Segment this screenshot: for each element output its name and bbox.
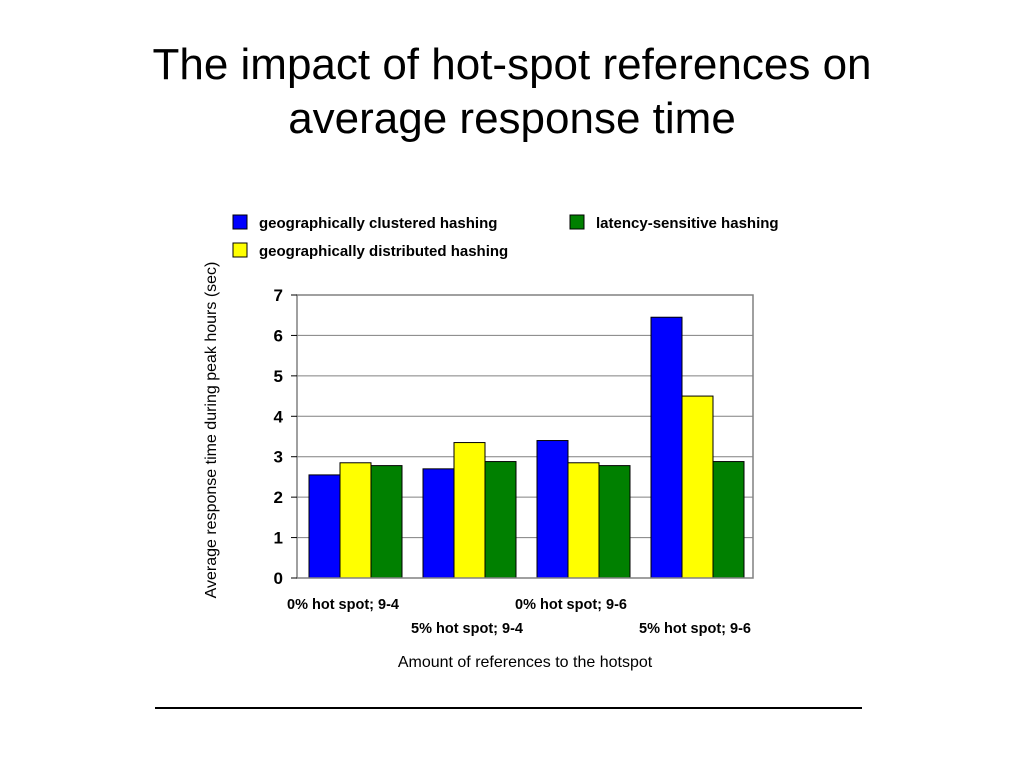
x-category-label: 0% hot spot; 9-6 [515,597,627,613]
y-tick-label: 4 [274,407,284,426]
x-axis-label: Amount of references to the hotspot [398,654,653,671]
slide-title: The impact of hot-spot references on ave… [0,38,1024,146]
y-tick-label: 6 [274,326,283,345]
bar-latency-1 [370,465,403,579]
legend-label: geographically clustered hashing [259,215,497,232]
y-tick-label: 5 [274,367,283,386]
y-axis-label: Average response time during peak hours … [203,262,220,599]
legend-label: geographically distributed hashing [259,243,508,260]
bar-clustered-3 [536,440,569,579]
y-tick-label: 2 [274,488,283,507]
legend-label: latency-sensitive hashing [596,215,779,232]
bar-distributed-1 [339,462,372,579]
legend-swatch [232,214,248,230]
chart-legend: geographically clustered hashing geograph… [232,214,779,260]
y-tick-label: 7 [274,286,283,305]
legend-swatch [569,214,585,230]
x-category-label: 5% hot spot; 9-6 [639,621,751,637]
y-tick-label: 3 [274,448,283,467]
x-axis-categories: 0% hot spot; 9-4 5% hot spot; 9-4 0% hot s… [287,597,751,637]
plot-frame [296,294,754,579]
bar-clustered-1 [308,474,341,579]
footer-divider [155,707,862,709]
bar-distributed-2 [453,442,486,579]
bar-latency-4 [712,461,745,579]
bar-distributed-4 [681,395,714,579]
slide-title-line-2: average response time [288,94,736,143]
bar-latency-3 [598,465,631,579]
bar-clustered-2 [422,468,455,579]
bar-clustered-4 [650,316,683,579]
x-category-label: 0% hot spot; 9-4 [287,597,399,613]
legend-swatch [232,242,248,258]
y-tick-label: 1 [274,529,283,548]
slide-title-line-1: The impact of hot-spot references on [152,40,872,89]
y-axis-ticks: 0 1 2 3 4 5 6 7 [274,286,297,588]
x-category-label: 5% hot spot; 9-4 [411,621,523,637]
bar-latency-2 [484,461,517,579]
chart-bars [308,316,745,579]
bar-distributed-3 [567,462,600,579]
y-tick-label: 0 [274,569,283,588]
